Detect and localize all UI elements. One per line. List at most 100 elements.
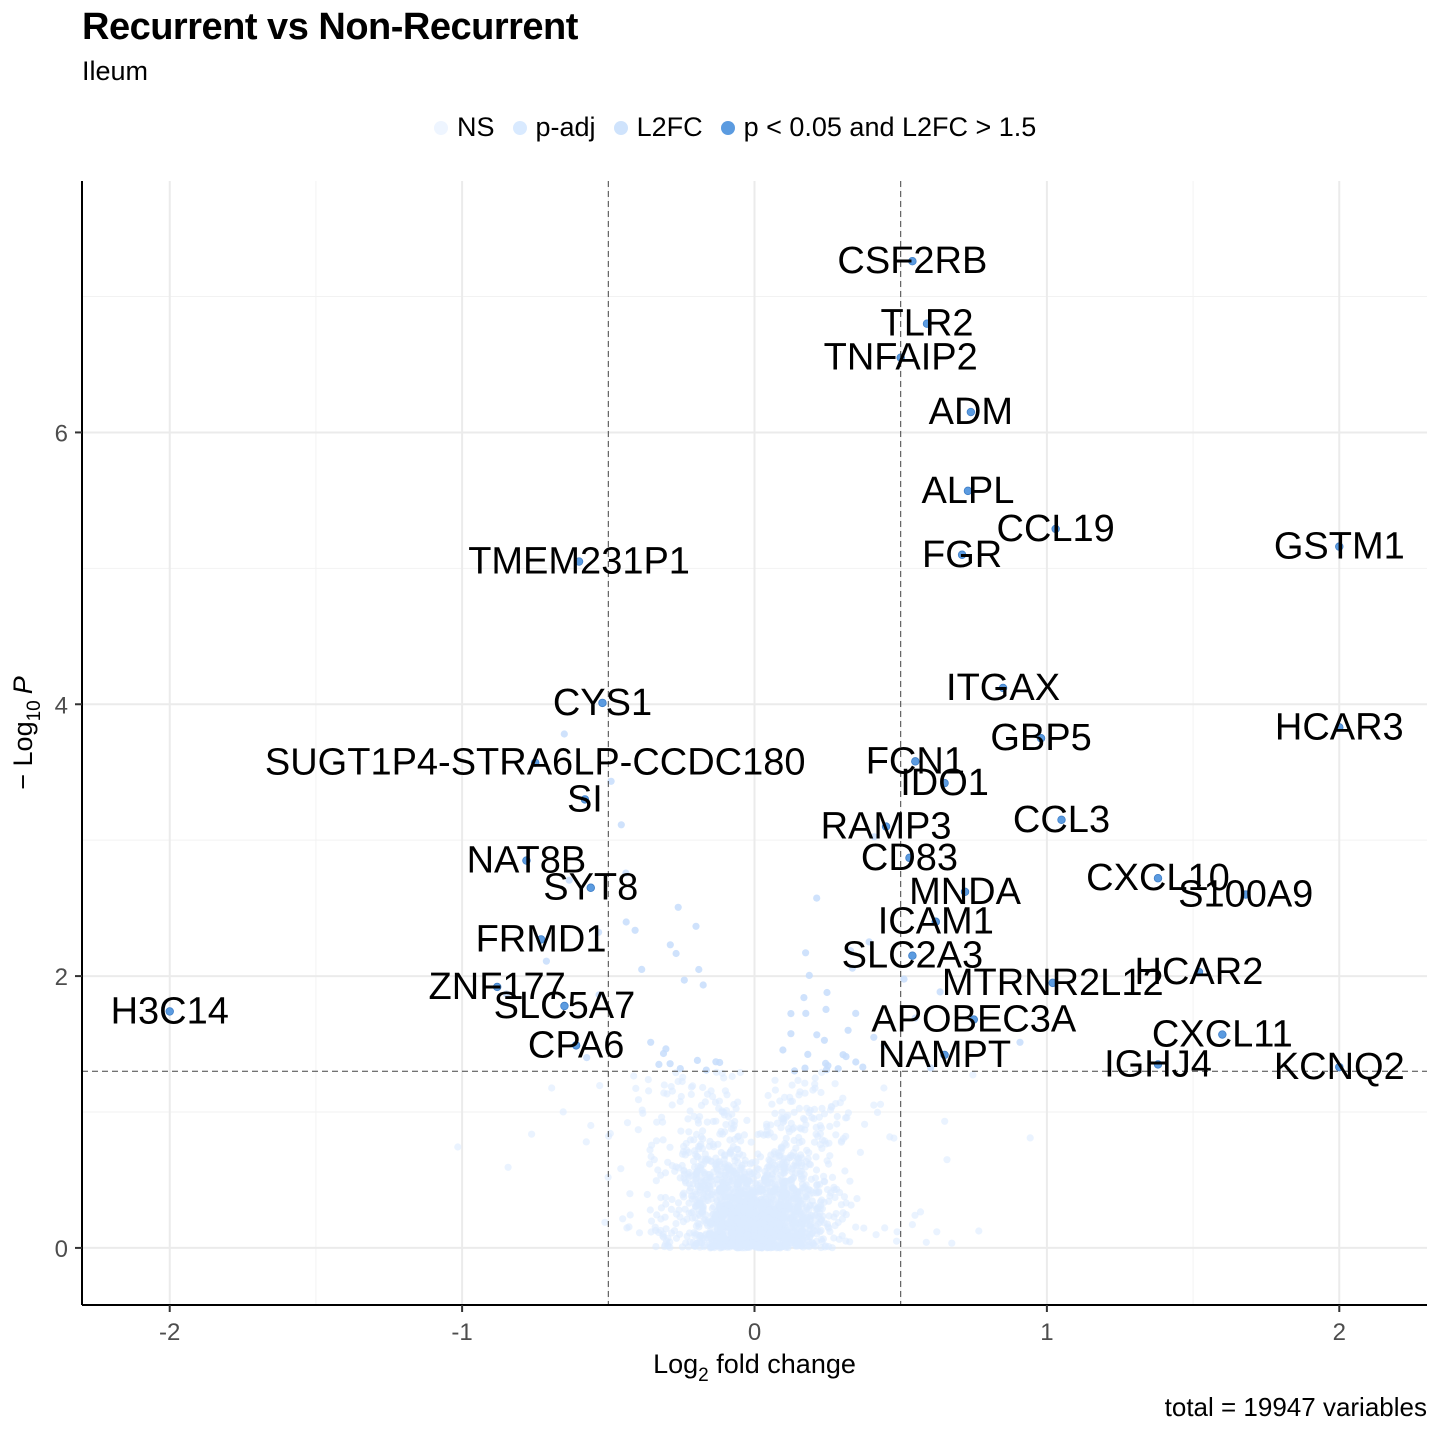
gene-label: IGHJ4	[1104, 1043, 1212, 1085]
data-point	[672, 949, 680, 958]
legend-key-l2fc	[613, 120, 628, 135]
data-point	[747, 1200, 755, 1208]
data-point	[727, 1125, 736, 1133]
data-point	[654, 1166, 662, 1174]
data-point	[719, 1164, 728, 1172]
data-point	[644, 1076, 652, 1084]
data-point	[709, 1117, 717, 1126]
data-point	[734, 1159, 742, 1167]
data-point	[667, 1083, 675, 1091]
data-point	[596, 1082, 604, 1090]
data-point	[724, 1219, 733, 1227]
data-point	[805, 1243, 813, 1251]
data-point	[787, 1119, 795, 1127]
data-point	[798, 1180, 807, 1188]
data-point	[817, 1088, 825, 1097]
data-point	[780, 1191, 788, 1199]
gene-label: CXCL10	[1086, 857, 1230, 899]
gene-label: ITGAX	[946, 667, 1060, 709]
data-point	[700, 1192, 708, 1200]
gene-label: MNDA	[909, 871, 1022, 913]
data-point	[834, 1065, 842, 1073]
data-point	[721, 1087, 730, 1095]
gene-label: TMEM231P1	[468, 541, 690, 583]
data-point	[686, 1136, 695, 1144]
data-point	[791, 1218, 799, 1226]
data-point	[528, 1130, 536, 1138]
data-point	[769, 1159, 777, 1167]
data-point	[757, 1227, 765, 1235]
gene-label: SUGT1P4-STRA6LP-CCDC180	[265, 742, 806, 784]
data-point	[802, 1215, 810, 1223]
gene-point	[911, 757, 920, 766]
data-point	[683, 1232, 691, 1240]
data-point	[936, 988, 944, 996]
data-point	[695, 1142, 703, 1150]
data-point	[674, 1199, 683, 1207]
data-point	[716, 1194, 724, 1202]
data-point	[713, 1176, 721, 1184]
data-point	[617, 821, 625, 829]
data-point	[852, 1009, 860, 1018]
data-point	[796, 1189, 804, 1197]
data-point	[811, 1174, 820, 1182]
data-point	[795, 1139, 803, 1147]
gene-point	[1241, 890, 1250, 899]
data-point	[587, 1121, 595, 1130]
gene-label: GBP5	[990, 717, 1091, 759]
data-point	[821, 1178, 829, 1186]
data-point	[807, 1221, 815, 1229]
data-point	[780, 1211, 788, 1219]
data-point	[690, 1112, 698, 1120]
data-point	[818, 1205, 827, 1213]
gene-label: GSTM1	[1274, 526, 1405, 568]
data-point	[802, 1190, 811, 1199]
data-point	[643, 1190, 651, 1199]
data-point	[687, 1090, 695, 1098]
y-axis-title-italic: P	[8, 676, 38, 694]
data-point	[668, 1101, 676, 1109]
x-axis-title-rest: fold change	[709, 1349, 856, 1379]
data-point	[922, 1238, 930, 1246]
data-point	[693, 1130, 701, 1138]
data-point	[813, 1031, 821, 1039]
data-point	[826, 1228, 834, 1236]
data-point	[622, 869, 630, 877]
data-point	[797, 1151, 805, 1159]
data-point	[752, 1158, 760, 1166]
data-point	[833, 1112, 841, 1121]
legend-key-significant	[720, 120, 735, 135]
data-point	[721, 1152, 729, 1160]
x-tick-label: -2	[159, 1319, 180, 1346]
data-point	[680, 976, 688, 984]
data-point	[810, 1138, 819, 1146]
data-point	[617, 1165, 625, 1173]
data-point	[560, 730, 568, 738]
data-point	[645, 1087, 653, 1095]
data-point	[806, 1161, 815, 1169]
gene-label: MTRNR2L12	[942, 962, 1164, 1004]
gene-point	[908, 951, 917, 960]
data-point	[664, 1158, 672, 1166]
data-point	[719, 1231, 728, 1239]
data-point	[693, 1056, 702, 1064]
data-point	[969, 1071, 977, 1079]
data-point	[679, 1191, 687, 1199]
data-point	[630, 1072, 638, 1080]
data-point	[820, 1172, 828, 1180]
data-point	[768, 1100, 776, 1108]
x-axis-title-sub: 2	[698, 1365, 709, 1386]
gene-label: HCAR3	[1275, 706, 1404, 748]
data-point	[647, 1228, 655, 1236]
data-point	[787, 1030, 795, 1038]
legend-item-padj: p-adj	[509, 112, 596, 143]
gene-label: ADM	[929, 391, 1013, 433]
data-point	[667, 1205, 676, 1213]
gene-point	[940, 1050, 949, 1060]
data-point	[774, 1174, 782, 1183]
legend-label-l2fc: L2FC	[636, 112, 703, 142]
chart-subtitle: Ileum	[82, 56, 149, 86]
data-point	[764, 1214, 773, 1222]
data-point	[702, 1185, 710, 1193]
data-point	[743, 1116, 751, 1124]
